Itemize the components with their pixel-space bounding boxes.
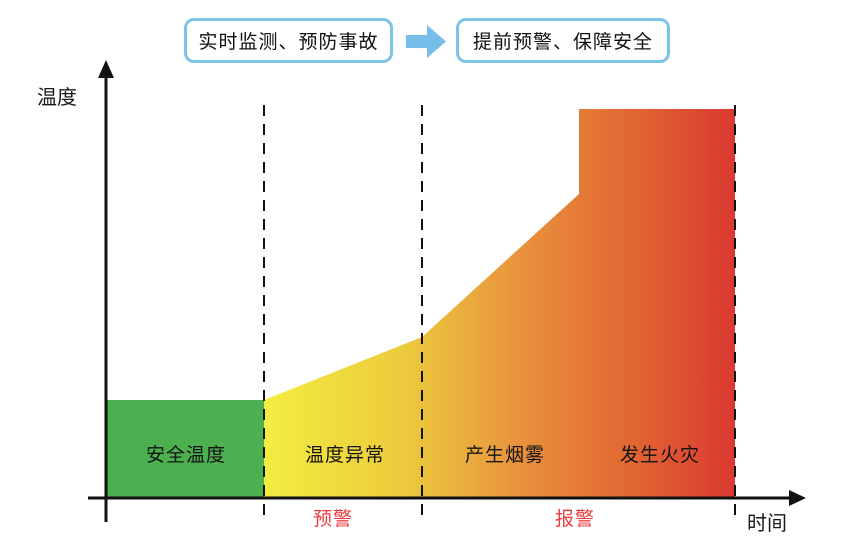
heat-rise-area	[264, 109, 735, 498]
x-axis-label: 时间	[747, 513, 787, 535]
flow-step-early-warning: 提前预警、保障安全	[456, 18, 670, 63]
flow-arrow-shape	[406, 25, 446, 58]
zone-label-smoke-produced: 产生烟雾	[464, 445, 545, 466]
flow-step-monitoring: 实时监测、预防事故	[184, 18, 393, 63]
x-axis-arrowhead	[789, 490, 806, 506]
safe-zone-area	[106, 400, 264, 498]
zone-label-fire-occurs: 发生火灾	[619, 445, 700, 466]
flow-arrow-icon	[406, 25, 446, 58]
zone-label-safe-temperature: 安全温度	[145, 445, 226, 466]
flow-step-monitoring-label: 实时监测、预防事故	[198, 32, 379, 53]
flow-step-early-warning-label: 提前预警、保障安全	[472, 32, 653, 53]
zone-label-temperature-anomaly: 温度异常	[304, 445, 385, 466]
y-axis-arrowhead	[98, 60, 114, 78]
y-axis-label: 温度	[37, 87, 77, 109]
phase-label-alarm: 报警	[554, 509, 595, 530]
phase-label-early-warning: 预警	[312, 509, 353, 530]
